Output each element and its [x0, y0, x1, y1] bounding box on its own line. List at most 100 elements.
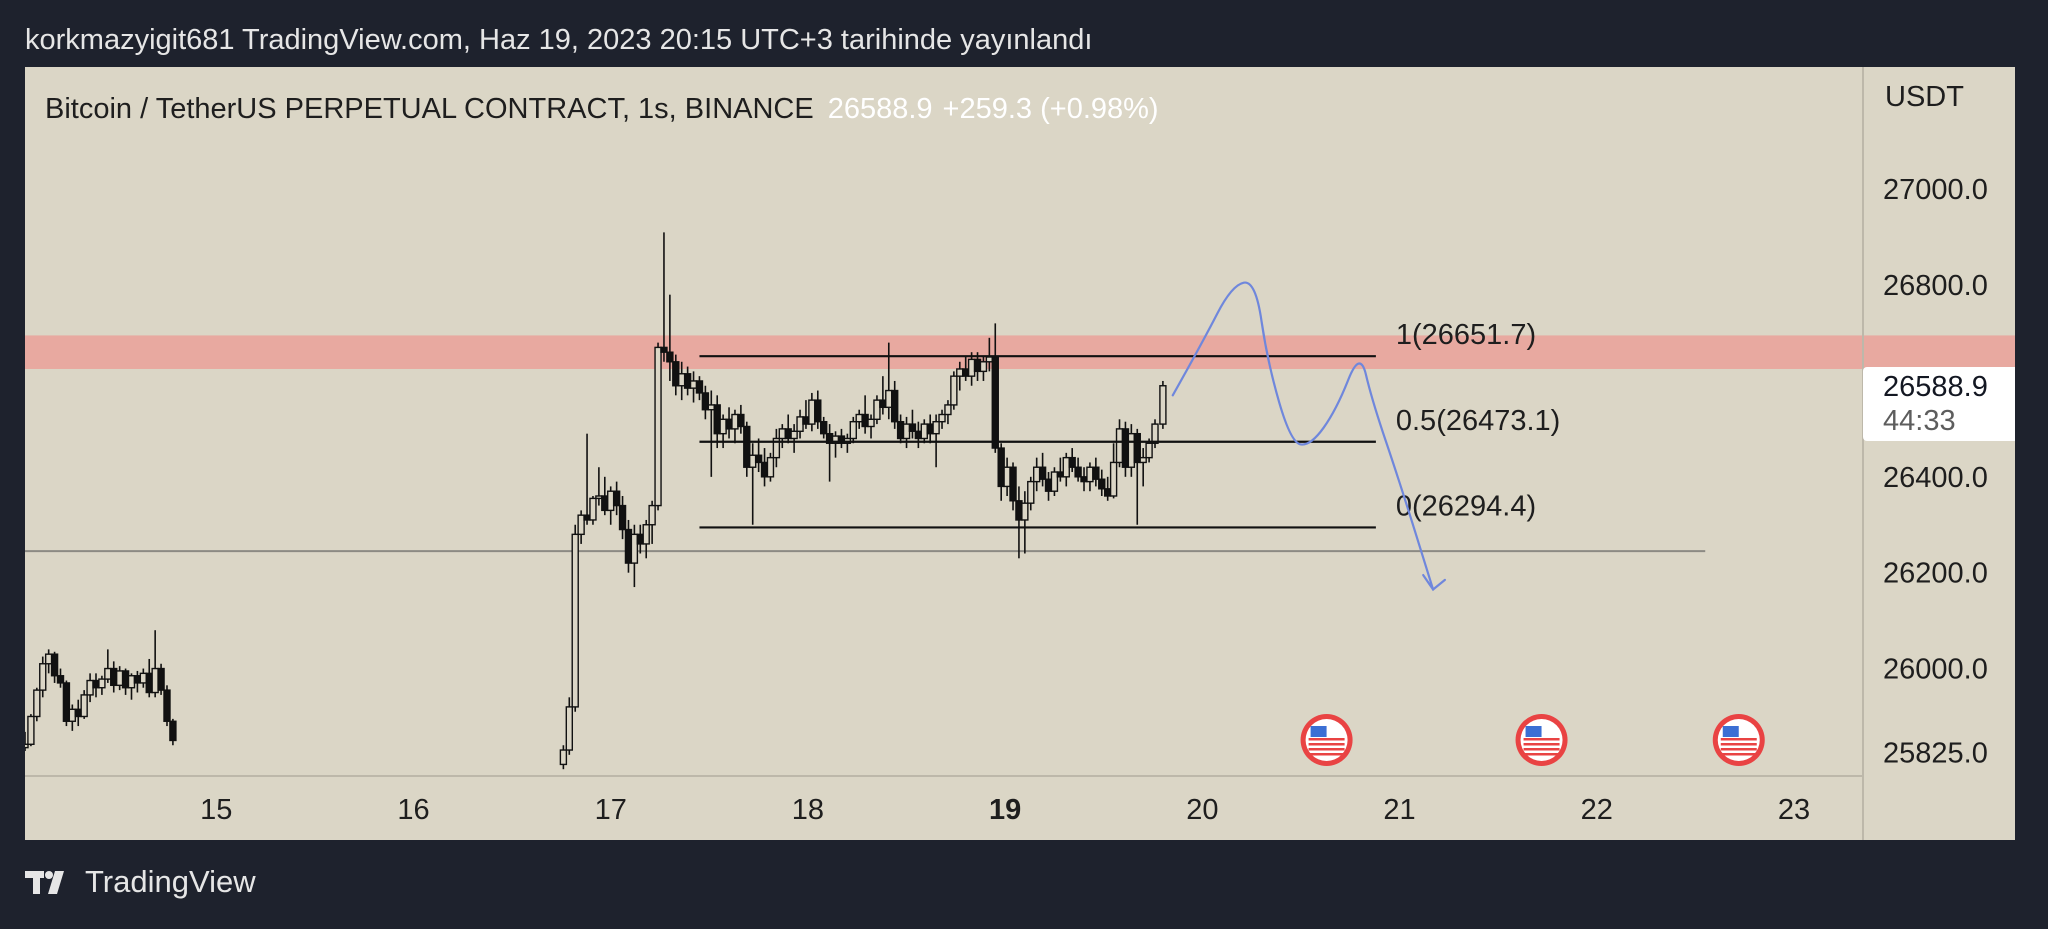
candle-body-7 — [62, 682, 71, 722]
candle-body-8 — [68, 708, 77, 722]
price-tag-value: 26588.9 — [1883, 371, 1988, 403]
candle-body-81 — [885, 389, 893, 409]
candle-body-39 — [636, 533, 644, 545]
candle-body-89 — [932, 420, 940, 435]
candle-body-116 — [1092, 466, 1100, 480]
candle-body-84 — [902, 423, 911, 440]
candle-body-26 — [559, 749, 568, 766]
candle-body-61 — [766, 456, 775, 478]
projection-path — [1171, 281, 1435, 591]
x-tick-label-8: 23 — [1778, 794, 1810, 826]
candle-body-42 — [654, 346, 662, 507]
candle-body-54 — [725, 418, 733, 430]
candle-body-102 — [1009, 466, 1017, 502]
price-change: +259.3 (+0.98%) — [942, 93, 1159, 125]
candle-body-15 — [110, 667, 118, 687]
price-chart[interactable]: 1(26651.7) 0.5(26473.1) 0(26294.4) 15 16 17 1… — [25, 67, 2015, 840]
candle-body-23 — [157, 667, 165, 691]
symbol-legend: Bitcoin / TetherUS PERPETUAL CONTRACT, 1… — [45, 93, 1159, 126]
x-tick-label-7: 22 — [1581, 794, 1613, 826]
candle-body-96 — [973, 358, 982, 373]
candle-body-113 — [1074, 466, 1082, 478]
candle-body-78 — [867, 418, 875, 428]
candle-body-122 — [1127, 432, 1136, 468]
y-tick-label-1: 26800.0 — [1883, 270, 1988, 302]
candle-body-127 — [1159, 385, 1167, 425]
bar-countdown: 44:33 — [1883, 405, 1956, 437]
candle-body-57 — [743, 425, 751, 468]
candle-body-58 — [749, 454, 757, 468]
tradingview-logo-icon — [25, 871, 64, 894]
candle-body-66 — [796, 416, 804, 432]
candle-body-18 — [127, 675, 136, 689]
candle-body-123 — [1133, 432, 1141, 464]
candle-body-44 — [666, 351, 674, 363]
candle-body-111 — [1062, 456, 1070, 478]
candle-body-75 — [849, 420, 857, 440]
candle-body-16 — [115, 670, 124, 687]
candle-body-64 — [784, 428, 792, 440]
candle-body-93 — [956, 368, 964, 377]
candle-body-126 — [1151, 423, 1159, 444]
y-tick-label-3: 26200.0 — [1883, 558, 1988, 590]
candle-body-29 — [577, 514, 585, 536]
candle-body-53 — [719, 418, 727, 435]
us-flag-icon — [1515, 714, 1568, 766]
x-tick-label-5: 20 — [1186, 794, 1218, 826]
candle-body-91 — [944, 404, 952, 416]
symbol-title: Bitcoin / TetherUS PERPETUAL CONTRACT, 1… — [45, 93, 814, 125]
us-flag-icon — [1300, 714, 1353, 766]
candle-body-82 — [890, 389, 899, 423]
chart-panel[interactable]: 1(26651.7) 0.5(26473.1) 0(26294.4) 15 16 17 1… — [25, 67, 2015, 840]
candle-body-76 — [855, 413, 863, 423]
candle-body-32 — [595, 495, 603, 500]
candle-body-22 — [151, 667, 159, 694]
candle-body-11 — [86, 679, 94, 696]
candle-body-83 — [896, 420, 905, 440]
candle-body-120 — [1115, 428, 1124, 464]
candle-body-95 — [967, 358, 976, 377]
candle-body-46 — [678, 373, 686, 387]
candle-body-48 — [689, 380, 698, 389]
candle-body-24 — [163, 689, 171, 722]
candle-body-79 — [873, 399, 881, 421]
candle-body-59 — [754, 454, 763, 464]
candle-body-2 — [33, 689, 41, 718]
candle-body-88 — [926, 423, 934, 435]
candle-body-45 — [672, 361, 680, 387]
x-tick-label-3: 18 — [792, 794, 824, 826]
candle-body-0 — [25, 743, 29, 749]
candle-body-85 — [908, 423, 917, 432]
candle-body-108 — [1044, 478, 1053, 492]
brand-name: TradingView — [85, 864, 256, 899]
projection-arrow-head — [1422, 573, 1447, 592]
footer-brand[interactable]: TradingView — [25, 862, 256, 902]
last-price-tag: 26588.9 44:33 — [1863, 367, 2015, 441]
candle-body-62 — [772, 437, 781, 459]
candle-body-55 — [731, 413, 739, 430]
candle-body-17 — [121, 670, 130, 689]
candle-body-50 — [701, 392, 710, 411]
candle-body-65 — [790, 430, 798, 440]
candle-body-92 — [950, 375, 958, 406]
fib-label-2: 0(26294.4) — [1396, 490, 1536, 522]
candle-body-121 — [1121, 428, 1130, 468]
candle-body-33 — [601, 495, 609, 512]
candle-body-125 — [1145, 442, 1153, 459]
candle-body-30 — [583, 514, 591, 521]
candle-body-109 — [1050, 471, 1059, 492]
candle-body-124 — [1139, 456, 1147, 464]
candle-body-119 — [1109, 461, 1118, 497]
candle-body-12 — [92, 679, 100, 689]
candle-body-99 — [991, 356, 999, 449]
resistance-zone-axis — [1863, 335, 2015, 369]
candle-body-37 — [624, 528, 633, 564]
candle-body-21 — [145, 672, 153, 694]
candle-body-6 — [56, 675, 65, 684]
candle-body-94 — [961, 368, 970, 377]
candle-body-105 — [1027, 480, 1035, 504]
candle-body-70 — [820, 420, 828, 435]
candle-body-107 — [1038, 466, 1047, 480]
x-tick-label-6: 21 — [1383, 794, 1415, 826]
candle-body-112 — [1068, 456, 1076, 468]
